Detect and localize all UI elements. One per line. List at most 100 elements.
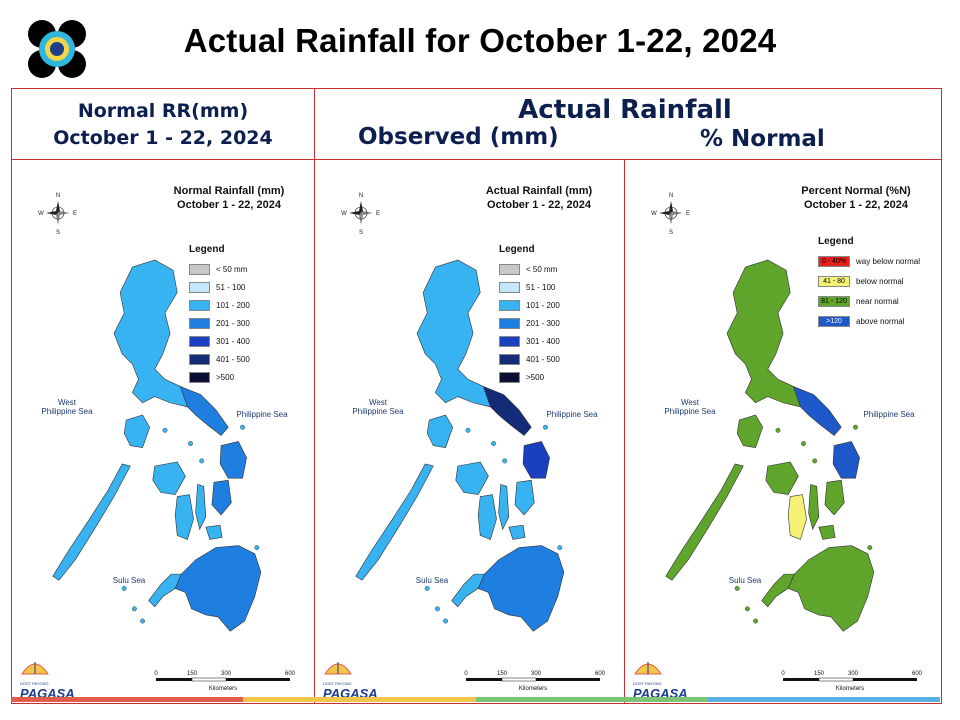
- island-region: [665, 463, 744, 581]
- compass-s-label: S: [359, 230, 363, 236]
- scale-tick-label: 300: [221, 671, 232, 677]
- legend-item: 51 - 100: [499, 282, 560, 293]
- island-region: [787, 545, 875, 632]
- legend-swatch: [189, 336, 210, 347]
- legend-item: 101 - 200: [499, 300, 560, 311]
- legend-item: >120 above normal: [818, 316, 920, 327]
- island-region: [355, 463, 434, 581]
- legend-item: 51 - 100: [189, 282, 250, 293]
- percent-normal-map: N S E W 0 150 300 600 Kilometers Percent Normal (…: [625, 160, 941, 703]
- legend-swatch: 41 - 80: [818, 276, 850, 287]
- islet: [502, 458, 508, 464]
- islet: [543, 424, 548, 430]
- legend-item: 401 - 500: [189, 354, 250, 365]
- legend-swatch: [499, 336, 520, 347]
- legend-label: 51 - 100: [216, 283, 246, 292]
- scale-unit-label: Kilometers: [209, 686, 237, 692]
- compass-e-label: E: [376, 211, 380, 217]
- island-region: [179, 385, 229, 436]
- map-svg: N S E W 0 150 300 600 Kilometers: [651, 193, 923, 692]
- legend-swatch: [189, 372, 210, 383]
- island-region: [765, 461, 799, 495]
- scale-bar: 0 150 300 600 Kilometers: [464, 671, 605, 692]
- normal-header-line2: October 1 - 22, 2024: [53, 127, 273, 149]
- compass-w-label: W: [38, 211, 44, 217]
- page-title: Actual Rainfall for October 1-22, 2024: [183, 22, 777, 59]
- island-region: [508, 524, 526, 540]
- legend-swatch: 0 - 40%: [818, 256, 850, 267]
- scale-tick-label: 150: [814, 671, 825, 677]
- legend-swatch: >120: [818, 316, 850, 327]
- island-region: [824, 479, 845, 516]
- islet: [557, 545, 563, 551]
- legend-swatch: [499, 282, 520, 293]
- scale-tick-label: 300: [848, 671, 859, 677]
- islet: [254, 545, 260, 551]
- islet: [812, 458, 818, 464]
- islet: [434, 606, 440, 612]
- compass-n-label: N: [359, 193, 363, 199]
- dost-label: DOST PAYONG: [633, 681, 662, 686]
- compass-e-label: E: [73, 211, 77, 217]
- island-region: [451, 573, 485, 608]
- scale-tick-label: 300: [531, 671, 542, 677]
- legend-item: < 50 mm: [499, 264, 560, 275]
- map-title-line2: October 1 - 22, 2024: [804, 199, 908, 211]
- island-region: [726, 259, 807, 408]
- sea-label-east: Philippine Sea: [863, 410, 915, 419]
- legend-swatch: [499, 318, 520, 329]
- islet: [753, 618, 759, 624]
- pagasa-branding: DOST PAYONG PAGASA: [20, 660, 75, 701]
- umbrella-icon: [21, 662, 49, 675]
- legend-label: 401 - 500: [526, 355, 560, 364]
- legend-swatch: [499, 264, 520, 275]
- legend-label: 401 - 500: [216, 355, 250, 364]
- normal-rainfall-map: N S E W 0 150 300 600 Kilometers Normal Rainfall …: [12, 160, 314, 703]
- island-region: [792, 385, 842, 436]
- islet: [188, 441, 193, 447]
- map-title-line1: Actual Rainfall (mm): [485, 185, 593, 197]
- legend-label: 51 - 100: [526, 283, 556, 292]
- bottom-color-stripe: [11, 697, 940, 702]
- legend-swatch: [189, 264, 210, 275]
- island-region: [219, 441, 247, 479]
- map-title: Actual Rainfall (mm) October 1 - 22, 2024: [464, 184, 614, 212]
- legend-swatch: 81 - 120: [818, 296, 850, 307]
- pagasa-logo: [22, 14, 92, 84]
- island-region: [514, 479, 535, 516]
- scale-tick-label: 600: [912, 671, 923, 677]
- scale-tick-label: 0: [154, 671, 158, 677]
- scale-tick-label: 600: [285, 671, 296, 677]
- map-title: Normal Rainfall (mm) October 1 - 22, 2024: [154, 184, 304, 212]
- map-title-line1: Percent Normal (%N): [801, 185, 911, 197]
- umbrella-icon: [324, 662, 352, 675]
- legend-swatch: [189, 282, 210, 293]
- map-svg: N S E W 0 150 300 600 Kilometers: [341, 193, 606, 692]
- island-region: [477, 494, 497, 540]
- normal-header-line1: Normal RR(mm): [77, 100, 249, 122]
- scale-tick-label: 0: [781, 671, 785, 677]
- header-divider: [11, 159, 942, 160]
- legend-item: 81 - 120 near normal: [818, 296, 920, 307]
- island-region: [482, 385, 532, 436]
- island-region: [426, 414, 454, 448]
- stripe-red: [11, 697, 244, 702]
- sea-label-east: Philippine Sea: [546, 410, 598, 419]
- island-region: [113, 259, 194, 408]
- sea-label-west: West Philippine Sea: [664, 398, 716, 416]
- scale-unit-label: Kilometers: [836, 686, 864, 692]
- legend-label: 101 - 200: [216, 301, 250, 310]
- normal-column-header: Normal RR(mm) October 1 - 22, 2024: [12, 98, 314, 152]
- map-title-line2: October 1 - 22, 2024: [177, 199, 281, 211]
- compass-n-label: N: [669, 193, 673, 199]
- map-title-line2: October 1 - 22, 2024: [487, 199, 591, 211]
- compass-rose-icon: N S E W: [651, 193, 690, 236]
- legend-item: 101 - 200: [189, 300, 250, 311]
- legend-label: 201 - 300: [526, 319, 560, 328]
- legend-label: 201 - 300: [216, 319, 250, 328]
- islet: [443, 618, 449, 624]
- pagasa-branding: DOST PAYONG PAGASA: [633, 660, 688, 701]
- island-region: [498, 483, 510, 531]
- stripe-green: [475, 697, 708, 702]
- sea-label-south: Sulu Sea: [112, 576, 146, 585]
